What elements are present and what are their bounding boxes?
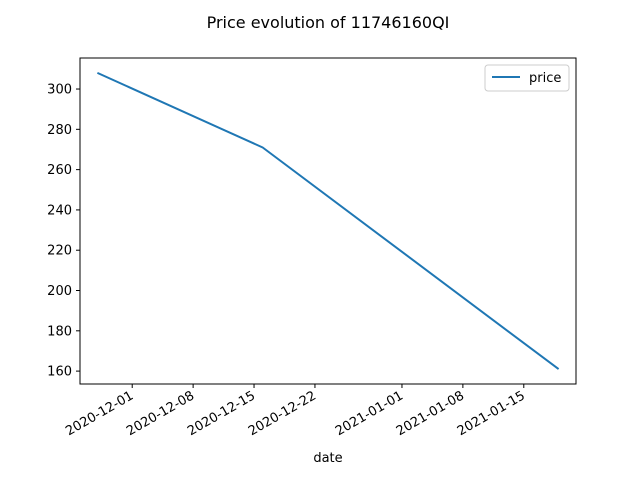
x-tick-label: 2020-12-22	[246, 388, 319, 439]
x-axis-label: date	[313, 451, 342, 466]
x-tick-label: 2020-12-01	[63, 388, 136, 439]
series-line-price	[96, 71, 560, 370]
y-tick-label: 180	[47, 324, 72, 339]
legend-box	[484, 64, 570, 92]
x-tick-label: 2020-12-08	[124, 388, 197, 439]
y-tick-label: 200	[47, 284, 72, 299]
plot-area-frame	[79, 57, 577, 385]
y-tick-label: 280	[47, 123, 72, 138]
series-layer	[96, 71, 560, 370]
x-tick-label: 2021-01-01	[333, 388, 406, 439]
x-tick-label: 2021-01-08	[394, 388, 467, 439]
x-tick-label: 2020-12-15	[185, 388, 258, 439]
y-tick-label: 220	[47, 244, 72, 259]
y-axis: 160 180 200 220 240 260 280 300	[47, 83, 80, 380]
y-tick-label: 300	[47, 83, 72, 98]
legend: price	[484, 64, 570, 92]
y-tick-label: 260	[47, 163, 72, 178]
y-tick-label: 240	[47, 203, 72, 218]
x-tick-label: 2021-01-15	[455, 388, 528, 439]
x-axis: 2020-12-012020-12-082020-12-152020-12-22…	[63, 384, 528, 439]
y-tick-label: 160	[47, 365, 72, 380]
chart-title: Price evolution of 11746160QI	[207, 13, 450, 32]
legend-label-price: price	[529, 71, 561, 86]
